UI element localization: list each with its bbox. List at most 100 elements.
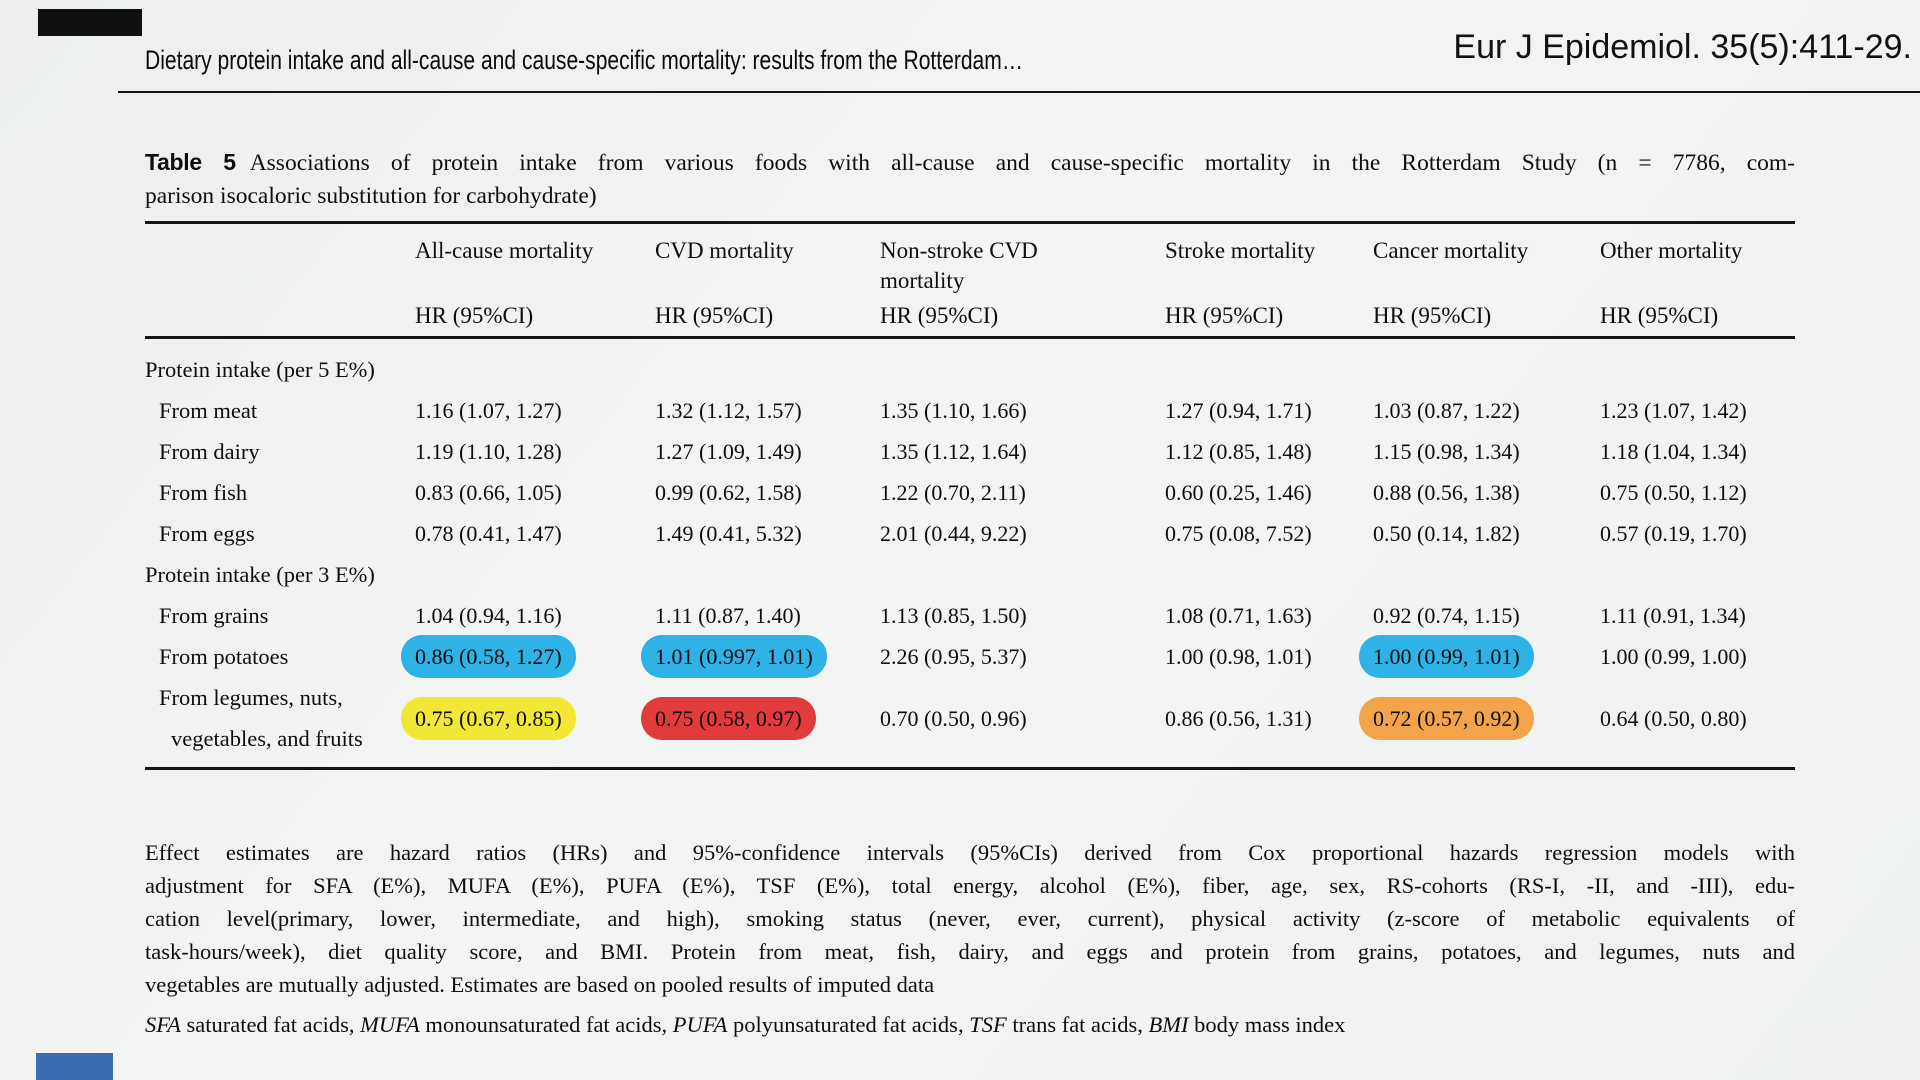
hr-cell: 0.75 (0.58, 0.97)	[641, 696, 880, 740]
table-header: All-cause mortality CVD mortality Non-stro…	[145, 224, 1795, 336]
hr-cell: 1.13 (0.85, 1.50)	[880, 603, 1027, 628]
section-label: Protein intake (per 3 E%)	[145, 562, 375, 587]
footnote-line-3: task-hours/week), diet quality score, an…	[145, 939, 1795, 964]
table-bottom-rule	[145, 767, 1795, 770]
footnote-line-1: adjustment for SFA (E%), MUFA (E%), PUFA…	[145, 873, 1795, 898]
hr-cell: 1.35 (1.10, 1.66)	[880, 398, 1027, 423]
hr-cell: 0.60 (0.25, 1.46)	[1165, 480, 1312, 505]
hr-cell: 1.00 (0.99, 1.00)	[1600, 644, 1747, 669]
section-label: Protein intake (per 5 E%)	[145, 357, 375, 382]
hr-cell: 0.92 (0.74, 1.15)	[1373, 603, 1520, 628]
table-body: Protein intake (per 5 E%) From meat 1.16 (…	[145, 339, 1795, 767]
table-row: From dairy 1.19 (1.10, 1.28) 1.27 (1.09, 1…	[145, 431, 1795, 472]
abbreviation-text: trans fat acids,	[1006, 1012, 1149, 1037]
column-subheader-1: HR (95%CI)	[655, 302, 774, 328]
abbreviation-term: MUFA	[360, 1012, 420, 1037]
bottom-left-accent-bar	[36, 1053, 113, 1080]
hr-cell: 1.27 (1.09, 1.49)	[655, 439, 802, 464]
hr-cell: 1.12 (0.85, 1.48)	[1165, 439, 1312, 464]
section-row: Protein intake (per 3 E%)	[145, 554, 1795, 595]
column-header-0: All-cause mortality	[415, 237, 594, 263]
table-label: Table 5	[145, 149, 236, 175]
abbreviation-text: monounsaturated fat acids,	[419, 1012, 673, 1037]
column-subheader-4: HR (95%CI)	[1373, 302, 1492, 328]
running-title: Dietary protein intake and all-cause and…	[145, 45, 1023, 75]
hr-cell: 1.08 (0.71, 1.63)	[1165, 603, 1312, 628]
column-header-5: Other mortality	[1600, 237, 1743, 263]
column-subheader-0: HR (95%CI)	[415, 302, 534, 328]
hr-cell: 1.19 (1.10, 1.28)	[415, 439, 562, 464]
column-header-2: Non-stroke CVD mortality	[880, 237, 1038, 293]
table-top-rule	[145, 221, 1795, 224]
table-caption: Table 5 Associations of protein intake fr…	[145, 146, 1795, 213]
column-subheader-5: HR (95%CI)	[1600, 302, 1719, 328]
table-row: From meat 1.16 (1.07, 1.27) 1.32 (1.12, 1.…	[145, 390, 1795, 431]
table-caption-line1: Table 5 Associations of protein intake fr…	[145, 146, 1795, 180]
footnote-line-2: cation level(primary, lower, intermediat…	[145, 906, 1795, 931]
column-subheader-3: HR (95%CI)	[1165, 302, 1284, 328]
hr-cell: 1.27 (0.94, 1.71)	[1165, 398, 1312, 423]
hr-cell: 0.64 (0.50, 0.80)	[1600, 705, 1747, 731]
hr-cell: 1.04 (0.94, 1.16)	[415, 603, 562, 628]
hr-cell: 0.57 (0.19, 1.70)	[1600, 521, 1747, 546]
hr-cell: 0.72 (0.57, 0.92)	[1359, 696, 1600, 740]
row-label: From potatoes	[159, 644, 289, 669]
hr-cell: 0.75 (0.08, 7.52)	[1165, 521, 1312, 546]
top-left-accent-bar	[38, 9, 142, 36]
highlight-pill-orange: 0.72 (0.57, 0.92)	[1359, 696, 1534, 740]
abbreviation-text: polyunsaturated fat acids,	[727, 1012, 970, 1037]
hr-cell: 1.49 (0.41, 5.32)	[655, 521, 802, 546]
abbreviation-term: SFA	[145, 1012, 181, 1037]
journal-reference: Eur J Epidemiol. 35(5):411-29.	[1453, 28, 1912, 66]
table-caption-text: Associations of protein intake from vari…	[249, 150, 1795, 176]
table-row: From eggs 0.78 (0.41, 1.47) 1.49 (0.41, 5.…	[145, 513, 1795, 554]
table-header-rule	[145, 335, 1795, 339]
section-row: Protein intake (per 5 E%)	[145, 349, 1795, 390]
table-row: From potatoes 0.86 (0.58, 1.27) 1.01 (0.99…	[145, 635, 1795, 678]
abbreviation-term: BMI	[1148, 1012, 1189, 1037]
row-label: From meat	[159, 398, 258, 423]
footnote-line-4: vegetables are mutually adjusted. Estima…	[145, 972, 935, 997]
hr-cell: 2.01 (0.44, 9.22)	[880, 521, 1027, 546]
hr-cell: 0.86 (0.58, 1.27)	[401, 635, 655, 678]
column-header-4: Cancer mortality	[1373, 237, 1529, 263]
column-header-3: Stroke mortality	[1165, 237, 1316, 263]
hr-cell: 1.32 (1.12, 1.57)	[655, 398, 802, 423]
row-label: From grains	[159, 603, 269, 628]
hr-cell: 1.00 (0.99, 1.01)	[1359, 635, 1600, 678]
highlight-pill-yellow: 0.75 (0.67, 0.85)	[401, 696, 576, 740]
hr-cell: 0.75 (0.67, 0.85)	[401, 696, 655, 740]
highlight-pill-blue: 1.01 (0.997, 1.01)	[641, 635, 827, 678]
column-subheader-2: HR (95%CI)	[880, 302, 999, 328]
hr-cell: 1.11 (0.87, 1.40)	[655, 603, 801, 628]
hr-cell: 1.16 (1.07, 1.27)	[415, 398, 562, 423]
hr-cell: 1.15 (0.98, 1.34)	[1373, 439, 1520, 464]
column-header-1: CVD mortality	[655, 237, 794, 263]
hr-cell: 0.50 (0.14, 1.82)	[1373, 521, 1520, 546]
hr-cell: 0.86 (0.56, 1.31)	[1165, 705, 1312, 731]
table-row: From grains 1.04 (0.94, 1.16) 1.11 (0.87, …	[145, 595, 1795, 636]
abbreviation-note: SFA saturated fat acids, MUFA monounsatu…	[145, 1008, 1795, 1041]
abbreviation-term: TSF	[969, 1012, 1007, 1037]
table-row: From legumes, nuts, vegetables, and frui…	[145, 677, 1795, 759]
hr-cell: 1.23 (1.07, 1.42)	[1600, 398, 1747, 423]
footnote-line-0: Effect estimates are hazard ratios (HRs)…	[145, 840, 1795, 865]
table-caption-line2: parison isocaloric substitution for carb…	[145, 183, 597, 209]
highlight-pill-blue: 0.86 (0.58, 1.27)	[401, 635, 576, 678]
hr-cell: 0.88 (0.56, 1.38)	[1373, 480, 1520, 505]
table-footnote: Effect estimates are hazard ratios (HRs)…	[145, 836, 1795, 1001]
row-label: From eggs	[159, 521, 255, 546]
hr-cell: 1.03 (0.87, 1.22)	[1373, 398, 1520, 423]
hr-cell: 1.00 (0.98, 1.01)	[1165, 644, 1312, 669]
highlight-pill-red: 0.75 (0.58, 0.97)	[641, 696, 816, 740]
hr-cell: 1.18 (1.04, 1.34)	[1600, 439, 1747, 464]
header-divider	[118, 91, 1920, 93]
row-label: From fish	[159, 480, 248, 505]
hr-cell: 0.99 (0.62, 1.58)	[655, 480, 802, 505]
hr-cell: 2.26 (0.95, 5.37)	[880, 644, 1027, 669]
hr-cell: 1.22 (0.70, 2.11)	[880, 480, 1026, 505]
results-table: All-cause mortality CVD mortality Non-stro…	[145, 221, 1795, 770]
hr-cell: 0.78 (0.41, 1.47)	[415, 521, 562, 546]
row-label: From dairy	[159, 439, 260, 464]
